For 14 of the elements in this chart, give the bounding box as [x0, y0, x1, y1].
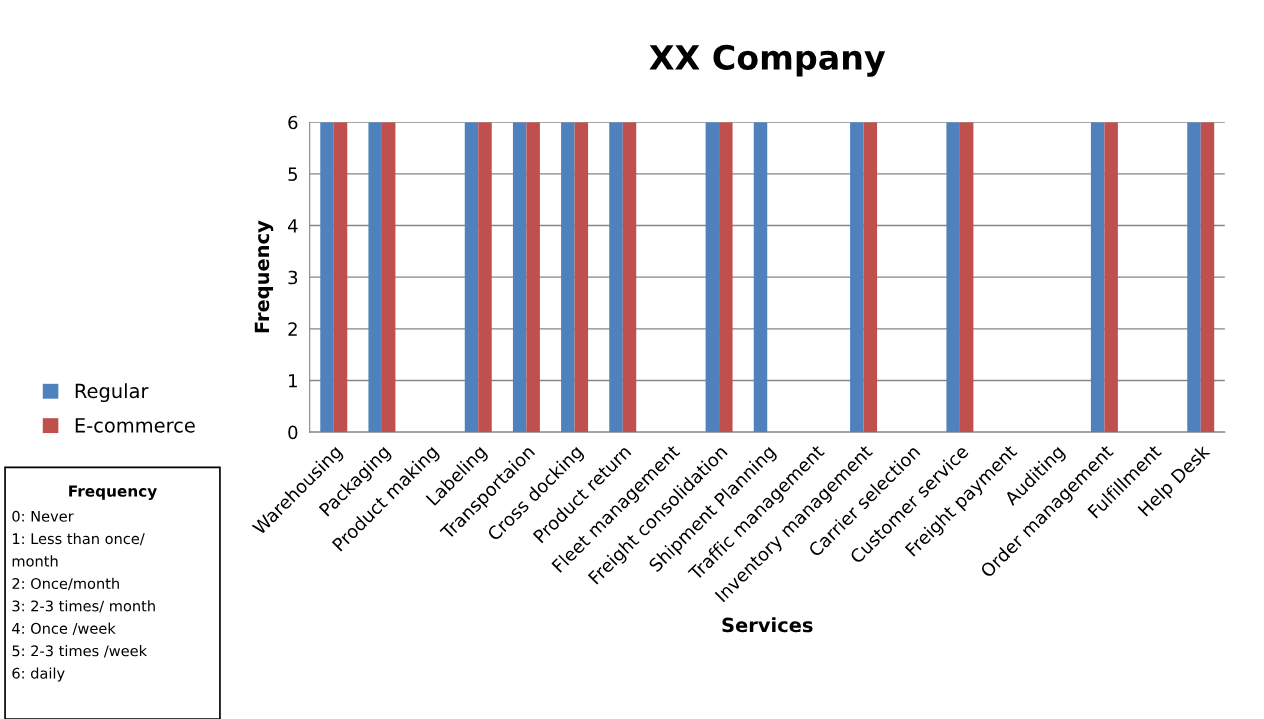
text: Frequency [69, 485, 157, 500]
text: 0: Never 1: Less than once/ month 2: Once/month 3: 2-3 times/ month 4: Once /week 5: 2-3 times /week 6: daily [12, 510, 155, 682]
x-axis-title: Services [722, 617, 813, 633]
y-tick-label: 4 [287, 219, 298, 233]
legend-label: Regular [75, 383, 149, 403]
y-tick-label: 0 [288, 425, 298, 440]
y-tick-label: 2 [288, 322, 297, 336]
y-tick-label: 5 [288, 167, 297, 181]
legend-label: E-commerce [75, 418, 195, 433]
y-axis-title: Frequency [254, 220, 274, 333]
chart-title: XX Company [649, 44, 886, 77]
y-tick-label: 1 [289, 374, 297, 388]
y-tick-label: 3 [288, 270, 298, 285]
y-tick-label: 6 [288, 115, 298, 130]
